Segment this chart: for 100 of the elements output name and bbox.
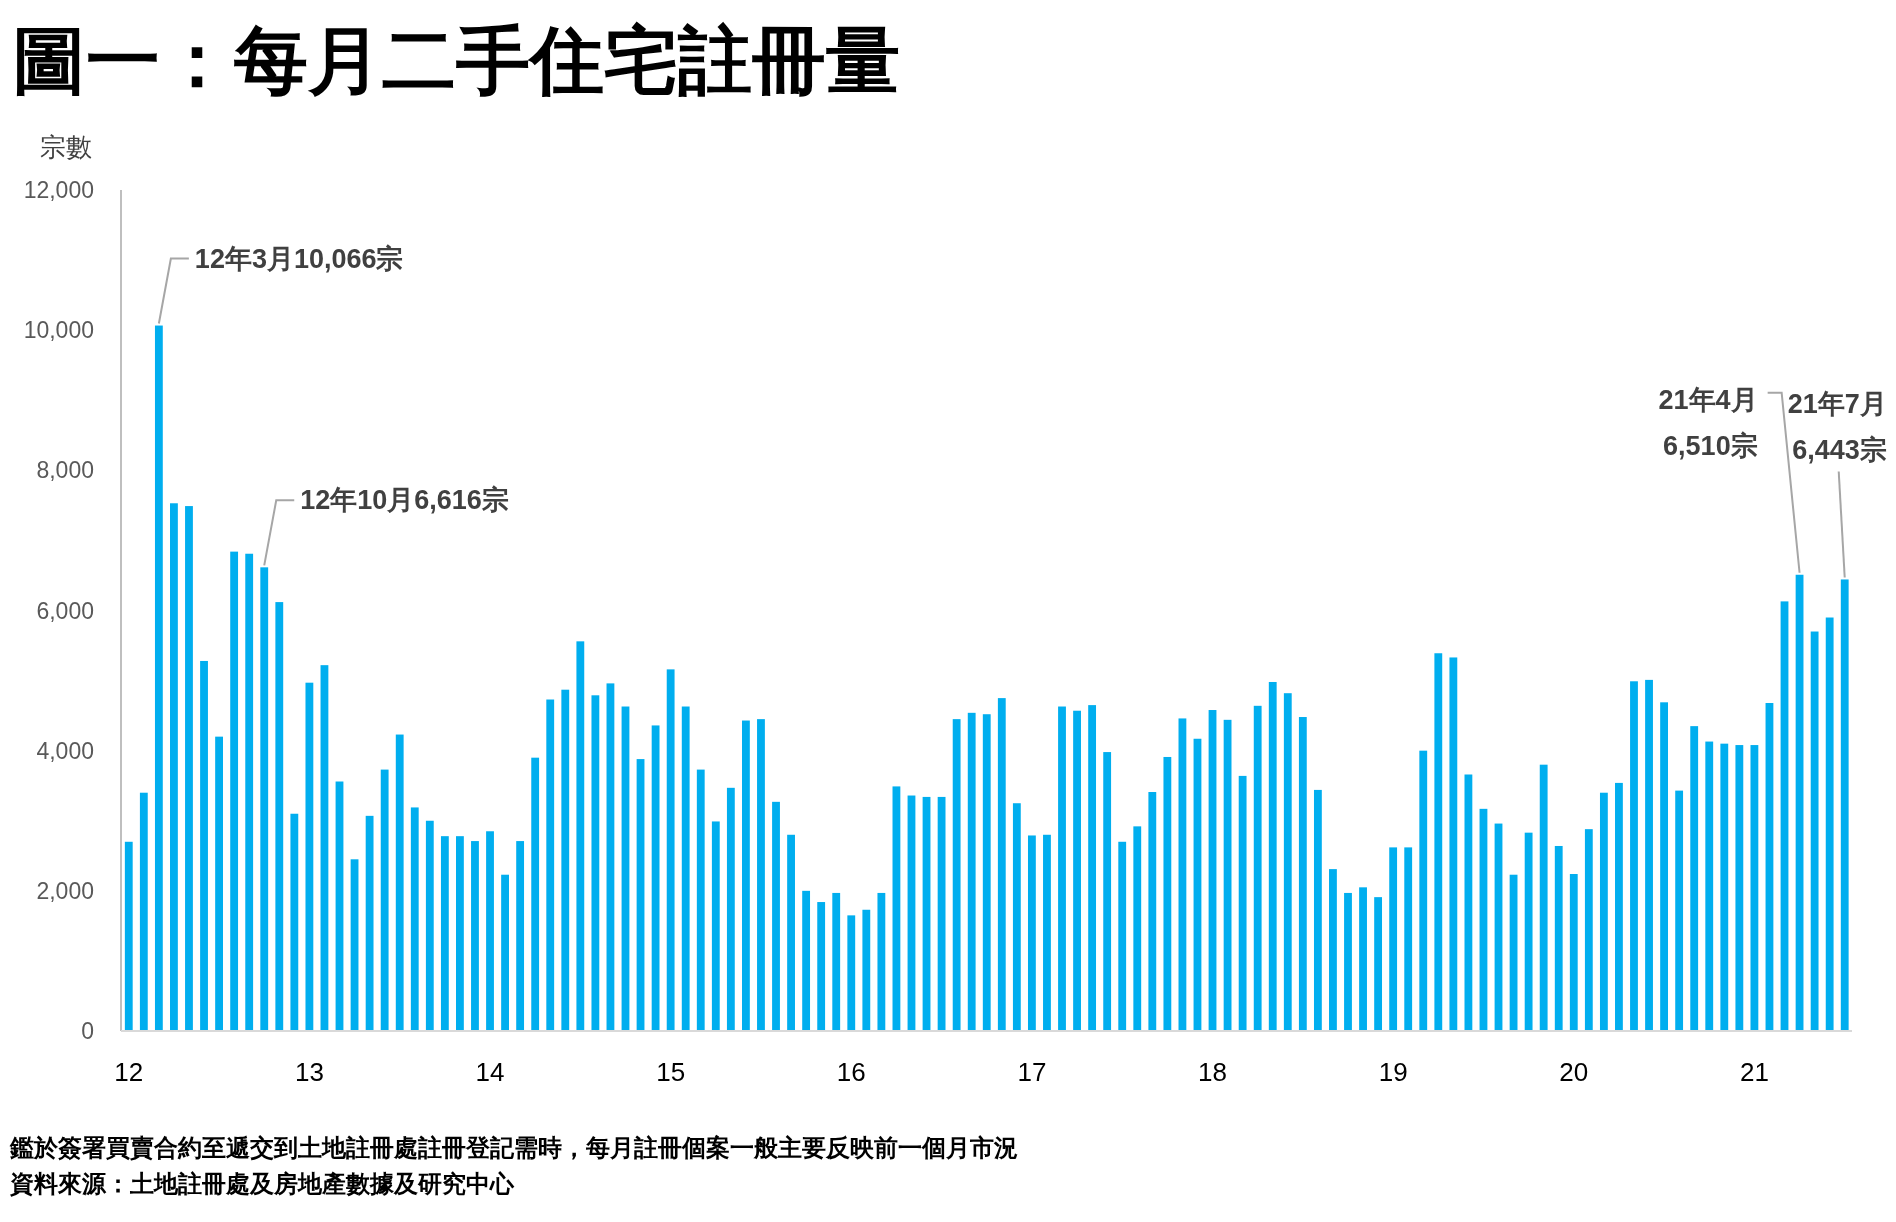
- bar: [410, 807, 419, 1031]
- bar: [1148, 792, 1157, 1031]
- y-tick-label: 4,000: [36, 737, 94, 764]
- bar: [1344, 892, 1352, 1031]
- bar: [832, 892, 841, 1031]
- bar: [1840, 579, 1849, 1031]
- bar: [1043, 834, 1051, 1031]
- bar: [425, 820, 434, 1031]
- bar: [576, 641, 585, 1031]
- bar: [681, 706, 690, 1031]
- bar: [456, 836, 464, 1031]
- bar: [1118, 841, 1127, 1031]
- bar: [1449, 657, 1458, 1031]
- annotation: 12年10月6,616宗: [300, 485, 509, 516]
- bar: [531, 757, 540, 1031]
- bar: [1238, 775, 1247, 1031]
- bar: [696, 769, 705, 1031]
- bar: [967, 712, 976, 1031]
- bar: [1163, 756, 1172, 1031]
- bar: [1599, 792, 1608, 1031]
- bar: [561, 689, 570, 1031]
- bar: [1569, 874, 1578, 1031]
- bar: [1645, 679, 1653, 1031]
- bar: [817, 902, 826, 1031]
- bar: [1283, 693, 1292, 1031]
- bar: [516, 841, 525, 1031]
- bar: [1660, 702, 1669, 1031]
- bar: [245, 553, 254, 1031]
- bar: [486, 831, 494, 1031]
- y-tick-label: 6,000: [36, 597, 94, 624]
- x-tick-label: 18: [1198, 1057, 1227, 1087]
- bar: [711, 821, 720, 1031]
- y-tick-label: 2,000: [36, 877, 94, 904]
- x-tick-label: 15: [656, 1057, 686, 1087]
- bar: [1705, 741, 1714, 1031]
- bar: [847, 915, 856, 1031]
- bar: [380, 769, 389, 1031]
- bar: [1554, 845, 1563, 1031]
- bar: [726, 787, 735, 1031]
- bar: [290, 813, 299, 1031]
- bar: [1524, 832, 1533, 1031]
- bar: [651, 725, 660, 1031]
- bar: [1825, 617, 1834, 1031]
- bar: [1720, 743, 1729, 1031]
- bar: [1434, 653, 1443, 1031]
- bar: [952, 719, 961, 1031]
- bar: [1027, 835, 1036, 1031]
- bar: [982, 714, 991, 1031]
- bar: [1012, 803, 1021, 1031]
- bar: [1133, 826, 1142, 1031]
- bar: [471, 841, 479, 1031]
- bar: [1419, 750, 1428, 1031]
- bar: [365, 815, 374, 1031]
- bar: [1374, 897, 1383, 1031]
- bar: [1464, 774, 1473, 1031]
- bar: [1630, 681, 1638, 1031]
- bar: [802, 890, 811, 1031]
- bar: [395, 734, 404, 1031]
- bar: [1329, 869, 1337, 1031]
- bar: [1103, 752, 1112, 1031]
- bar: [1615, 782, 1623, 1031]
- bar: [1298, 717, 1307, 1031]
- bar: [757, 719, 765, 1031]
- bar: [741, 720, 750, 1031]
- bar: [1539, 764, 1548, 1031]
- bar: [1810, 631, 1819, 1031]
- bar: [275, 602, 284, 1031]
- text: 鑑於簽署買賣合約至遞交到土地註冊處註冊登記需時，每月註冊個案一般主要反映前一個月市況: [9, 1134, 1018, 1161]
- bar: [1584, 829, 1593, 1031]
- x-tick-label: 17: [1017, 1057, 1047, 1087]
- annotation: 21年7月 6,443宗: [1787, 389, 1887, 466]
- bar: [1675, 790, 1684, 1031]
- x-tick-label: 13: [294, 1057, 324, 1087]
- bar: [305, 682, 314, 1031]
- annotation: 21年4月 6,510宗: [1658, 384, 1758, 461]
- bar: [591, 695, 600, 1031]
- bar: [1690, 726, 1699, 1031]
- bar: [666, 669, 675, 1031]
- x-tick-label: 19: [1378, 1057, 1408, 1087]
- bar: [1359, 887, 1367, 1031]
- bar: [1313, 789, 1322, 1031]
- bar: [170, 503, 178, 1031]
- y-tick-label: 0: [81, 1018, 94, 1044]
- bar: [440, 836, 449, 1031]
- annotation: 12年3月10,066宗: [194, 243, 404, 274]
- bar: [1253, 705, 1262, 1031]
- bar: [501, 874, 509, 1031]
- bar: [862, 909, 871, 1031]
- x-tick-label: 21: [1739, 1057, 1769, 1087]
- bar: [260, 567, 269, 1031]
- chart-title: 圖一：每月二手住宅註冊量: [12, 19, 900, 102]
- bar: [200, 660, 208, 1031]
- bar: [997, 698, 1006, 1031]
- bar: [1268, 681, 1277, 1031]
- y-tick-label: 12,000: [23, 177, 94, 203]
- bar: [1088, 705, 1097, 1031]
- bar: [230, 551, 239, 1031]
- bar: [772, 801, 780, 1031]
- bar: [1389, 847, 1398, 1031]
- bar: [546, 699, 555, 1031]
